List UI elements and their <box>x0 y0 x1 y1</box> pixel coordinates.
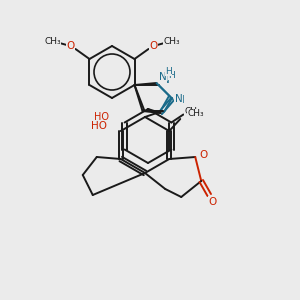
Text: O: O <box>199 150 207 160</box>
Text: O: O <box>149 41 158 51</box>
Text: H: H <box>168 70 175 80</box>
Text: CH₃: CH₃ <box>44 37 61 46</box>
Text: N: N <box>159 72 167 82</box>
Text: O: O <box>66 41 75 51</box>
Text: CH₃: CH₃ <box>163 37 180 46</box>
Text: N: N <box>177 95 184 105</box>
Text: CH₃: CH₃ <box>187 110 204 118</box>
Text: HO: HO <box>91 121 107 131</box>
Text: N: N <box>175 94 182 104</box>
Text: H: H <box>165 67 172 76</box>
Text: CH₃: CH₃ <box>184 107 201 116</box>
Text: O: O <box>208 197 216 207</box>
Text: N: N <box>162 75 170 85</box>
Text: HO: HO <box>94 112 109 122</box>
